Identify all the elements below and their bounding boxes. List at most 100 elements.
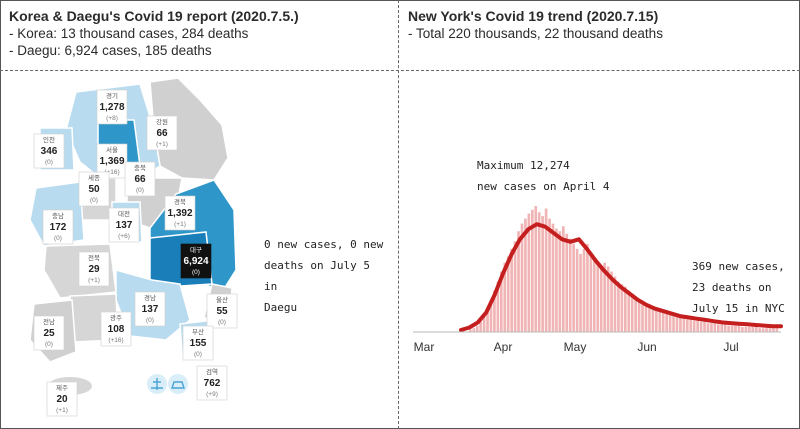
daily-bar xyxy=(572,243,575,332)
region-label-box xyxy=(164,195,196,231)
daily-bar xyxy=(496,281,500,332)
region-count: 155 xyxy=(190,338,207,349)
daily-bar xyxy=(548,218,551,332)
region-name: 대전 xyxy=(118,209,130,218)
daily-bar xyxy=(641,300,644,332)
region-delta: (0) xyxy=(192,269,200,276)
daily-bar xyxy=(748,326,751,332)
korea-daegu-note: 0 new cases, 0 new deaths on July 5 in D… xyxy=(264,234,384,318)
daily-bar xyxy=(596,263,600,332)
region-delta: (0) xyxy=(146,317,154,324)
daily-bar xyxy=(603,262,606,332)
daily-bar xyxy=(717,324,720,332)
region-delta: (+1) xyxy=(174,221,186,228)
region-delta: (0) xyxy=(218,319,226,326)
region-label-box xyxy=(206,293,238,329)
daily-bar xyxy=(723,324,727,332)
region-label-box xyxy=(100,311,132,347)
daily-bar xyxy=(482,316,486,332)
region-label: 세종 50 (0) xyxy=(78,171,110,207)
daily-bar xyxy=(506,256,510,332)
daily-bar xyxy=(544,208,548,332)
daily-bar xyxy=(537,212,541,332)
region-count: 762 xyxy=(204,378,221,389)
region-label: 경기 1,278 (+8) xyxy=(96,89,128,125)
region-name: 인천 xyxy=(43,135,55,144)
region-name: 제주 xyxy=(56,384,68,392)
daily-bar xyxy=(586,243,589,332)
region-name: 울산 xyxy=(216,295,228,304)
x-tick-label: Apr xyxy=(494,340,513,354)
ny-trend-chart: Mar Apr May Jun Jul xyxy=(413,206,783,354)
region-count: 346 xyxy=(41,146,58,157)
daily-bar xyxy=(565,233,569,332)
daily-bar xyxy=(617,281,620,332)
region-count: 66 xyxy=(156,128,168,139)
daily-bar xyxy=(575,248,579,332)
region-count: 1,392 xyxy=(167,208,192,219)
region-label-box xyxy=(180,243,212,279)
region-name: 대구 xyxy=(190,246,202,254)
korea-summary-line-2: - Daegu: 6,924 cases, 185 deaths xyxy=(9,43,212,58)
daily-bar xyxy=(475,325,479,332)
x-tick-label: May xyxy=(564,340,587,354)
region-label: 인천 346 (0) xyxy=(33,133,65,169)
daily-bar xyxy=(593,258,596,332)
korea-header: Korea & Daegu's Covid 19 report (2020.7.… xyxy=(9,8,299,59)
region-count: 1,278 xyxy=(99,102,124,113)
region-label-box xyxy=(78,251,110,287)
region-name: 경기 xyxy=(106,91,118,100)
ny-latest-note-line: July 15 in NYC xyxy=(692,302,785,315)
ny-peak-note: Maximum 12,274 new cases on April 4 xyxy=(477,155,609,197)
daily-bar xyxy=(527,213,531,332)
region-label: 제주 20 (+1) xyxy=(46,381,78,417)
region-count: 25 xyxy=(43,328,55,339)
korea-note-line: Daegu xyxy=(264,301,298,314)
daily-bar xyxy=(599,269,603,332)
region-label: 대구 6,924 (0) xyxy=(180,243,212,279)
region-label: 부산 155 (0) xyxy=(182,325,214,361)
daily-bar xyxy=(531,209,534,332)
daily-bar xyxy=(682,318,686,332)
region-label-box xyxy=(33,133,65,169)
x-axis-ticks: Mar Apr May Jun Jul xyxy=(414,340,739,354)
region-delta: (+8) xyxy=(106,115,118,122)
daily-bar xyxy=(658,309,662,332)
region-name: 검역 xyxy=(206,367,218,376)
daily-bar xyxy=(469,329,472,332)
region-label: 충남 172 (0) xyxy=(42,209,74,245)
ny-latest-note-line: 23 deaths on xyxy=(692,281,772,294)
daily-bar xyxy=(772,328,775,332)
region-label: 전북 29 (+1) xyxy=(78,251,110,287)
region-name: 충남 xyxy=(52,211,64,220)
daily-bar xyxy=(558,231,562,332)
daily-bar xyxy=(479,321,482,332)
daily-bar xyxy=(610,271,613,332)
daily-bar xyxy=(637,299,641,332)
daily-bar xyxy=(627,290,631,332)
region-delta: (+16) xyxy=(108,337,123,344)
daily-bar xyxy=(489,300,493,332)
daily-bar xyxy=(699,321,703,332)
region-label: 광주 108 (+16) xyxy=(100,311,132,347)
region-label: 대전 137 (+6) xyxy=(108,207,140,243)
region-label-box xyxy=(124,161,156,197)
region-name: 광주 xyxy=(110,314,122,322)
region-label: 경북 1,392 (+1) xyxy=(164,195,196,231)
daily-bar xyxy=(562,226,565,332)
daily-bar xyxy=(555,228,558,332)
row-divider xyxy=(0,70,800,71)
daily-bar xyxy=(758,328,761,332)
daily-bar xyxy=(582,248,586,332)
daily-bar xyxy=(734,325,737,332)
daily-bar xyxy=(644,303,648,332)
region-label: 충북 66 (0) xyxy=(124,161,156,197)
region-delta: (0) xyxy=(45,341,53,348)
daily-bar xyxy=(493,290,496,332)
region-delta: (+9) xyxy=(206,391,218,398)
daily-bar xyxy=(706,323,710,332)
daily-bar xyxy=(727,325,730,332)
region-delta: (+6) xyxy=(118,233,130,240)
region-count: 66 xyxy=(134,174,146,185)
daily-bar xyxy=(541,216,544,332)
